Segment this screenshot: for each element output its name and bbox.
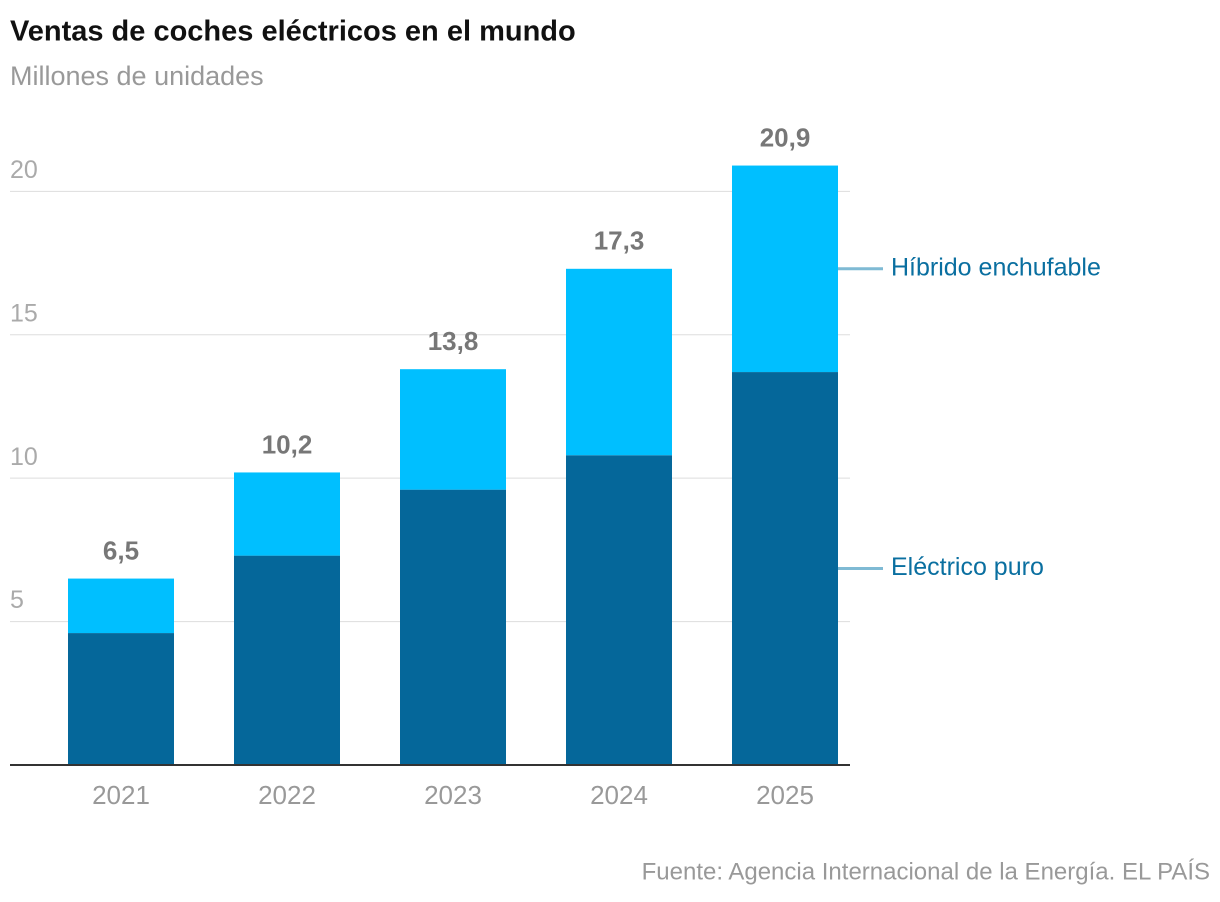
bar-segment	[68, 633, 174, 765]
total-label: 10,2	[262, 429, 313, 459]
bar-segment	[400, 369, 506, 490]
total-label: 13,8	[428, 326, 479, 356]
x-tick-label: 2025	[756, 780, 814, 810]
y-tick-label: 10	[10, 443, 38, 471]
bar-segment	[234, 555, 340, 765]
bar-segment	[234, 472, 340, 556]
x-tick-label: 2021	[92, 780, 150, 810]
legend-label: Eléctrico puro	[891, 553, 1044, 581]
x-tick-label: 2023	[424, 780, 482, 810]
bar-segment	[400, 489, 506, 765]
y-tick-label: 5	[10, 586, 24, 614]
y-tick-label: 20	[10, 156, 38, 184]
bar-segment	[566, 268, 672, 456]
bar-segment	[566, 455, 672, 765]
legend-label: Híbrido enchufable	[891, 253, 1101, 281]
chart-title: Ventas de coches eléctricos en el mundo	[10, 16, 576, 48]
bar-segment	[68, 578, 174, 634]
total-label: 20,9	[760, 122, 811, 152]
chart-subtitle: Millones de unidades	[10, 61, 264, 91]
bar-segment	[732, 165, 838, 373]
total-label: 17,3	[594, 226, 645, 256]
x-tick-label: 2024	[590, 780, 648, 810]
bar-segment	[732, 372, 838, 765]
x-tick-label: 2022	[258, 780, 316, 810]
y-tick-label: 15	[10, 299, 38, 327]
source: Fuente: Agencia Internacional de la Ener…	[642, 858, 1210, 885]
total-label: 6,5	[103, 535, 139, 565]
